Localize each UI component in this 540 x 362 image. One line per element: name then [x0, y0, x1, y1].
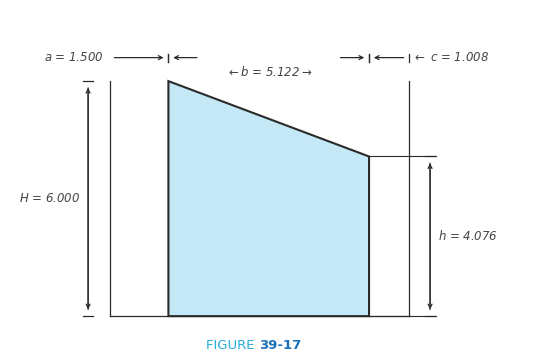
Text: $\leftarrow$ $c$ = 1.008: $\leftarrow$ $c$ = 1.008	[413, 51, 489, 64]
Text: $\leftarrow b$ = 5.122$\rightarrow$: $\leftarrow b$ = 5.122$\rightarrow$	[226, 66, 312, 80]
Polygon shape	[168, 81, 369, 316]
Text: $h$ = 4.076: $h$ = 4.076	[438, 229, 498, 243]
Text: FIGURE: FIGURE	[206, 339, 259, 352]
Text: $H$ = 6.000: $H$ = 6.000	[19, 192, 80, 205]
Text: $a$ = 1.500: $a$ = 1.500	[44, 51, 104, 64]
Text: 39-17: 39-17	[259, 339, 301, 352]
